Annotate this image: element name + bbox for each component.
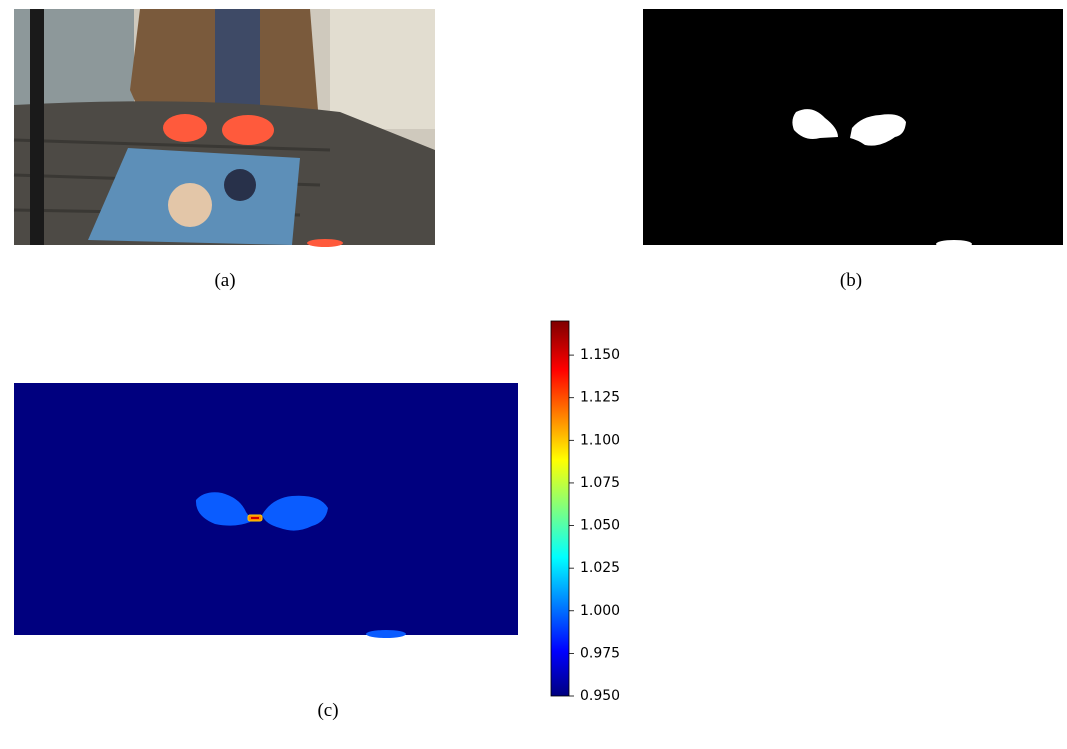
colorbar-tick-label: 1.025 — [580, 560, 620, 576]
colorbar-tick-label: 1.000 — [580, 603, 620, 619]
colorbar-tick-label: 1.075 — [580, 475, 620, 491]
mask-panel — [643, 9, 1063, 248]
panel-caption: (a) — [214, 270, 235, 291]
panel-caption: (b) — [840, 270, 862, 291]
colorbar-tick-label: 1.150 — [580, 347, 620, 363]
colorbar: 0.950 0.975 1.000 1.025 1.050 1.075 1.100 1.125… — [551, 321, 620, 704]
colorbar-tick-label: 1.050 — [580, 518, 620, 534]
panel-caption: (c) — [317, 700, 338, 721]
colorbar-scale — [551, 321, 569, 696]
figure: 0.950 0.975 1.000 1.025 1.050 1.075 1.100 1.125… — [0, 0, 1067, 749]
colorbar-tick-label: 0.950 — [580, 688, 620, 704]
colorbar-tick-label: 0.975 — [580, 645, 620, 661]
colorbar-tick-label: 1.125 — [580, 390, 620, 406]
colorbar-tick-label: 1.100 — [580, 432, 620, 448]
heatmap-panel — [14, 383, 518, 638]
photo-panel — [14, 9, 435, 247]
